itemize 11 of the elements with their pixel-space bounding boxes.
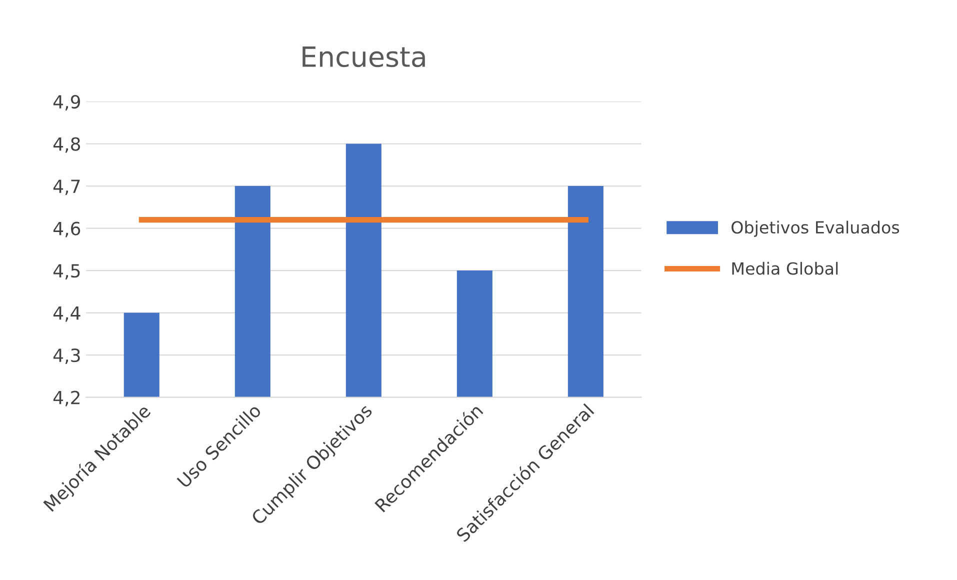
y-tick-label: 4,5 — [53, 264, 80, 280]
y-tick-label: 4,8 — [53, 137, 80, 153]
y-tick-label: 4,2 — [53, 390, 80, 406]
y-tick-label: 4,4 — [53, 306, 80, 322]
legend-label: Objetivos Evaluados — [732, 220, 900, 237]
y-tick-label: 4,9 — [53, 94, 80, 110]
y-tick-label: 4,6 — [53, 222, 80, 238]
chart-title: Encuesta — [302, 46, 425, 68]
legend-label: Media Global — [732, 262, 838, 275]
y-tick-label: 4,7 — [53, 180, 80, 195]
y-tick-label: 4,3 — [53, 348, 80, 364]
